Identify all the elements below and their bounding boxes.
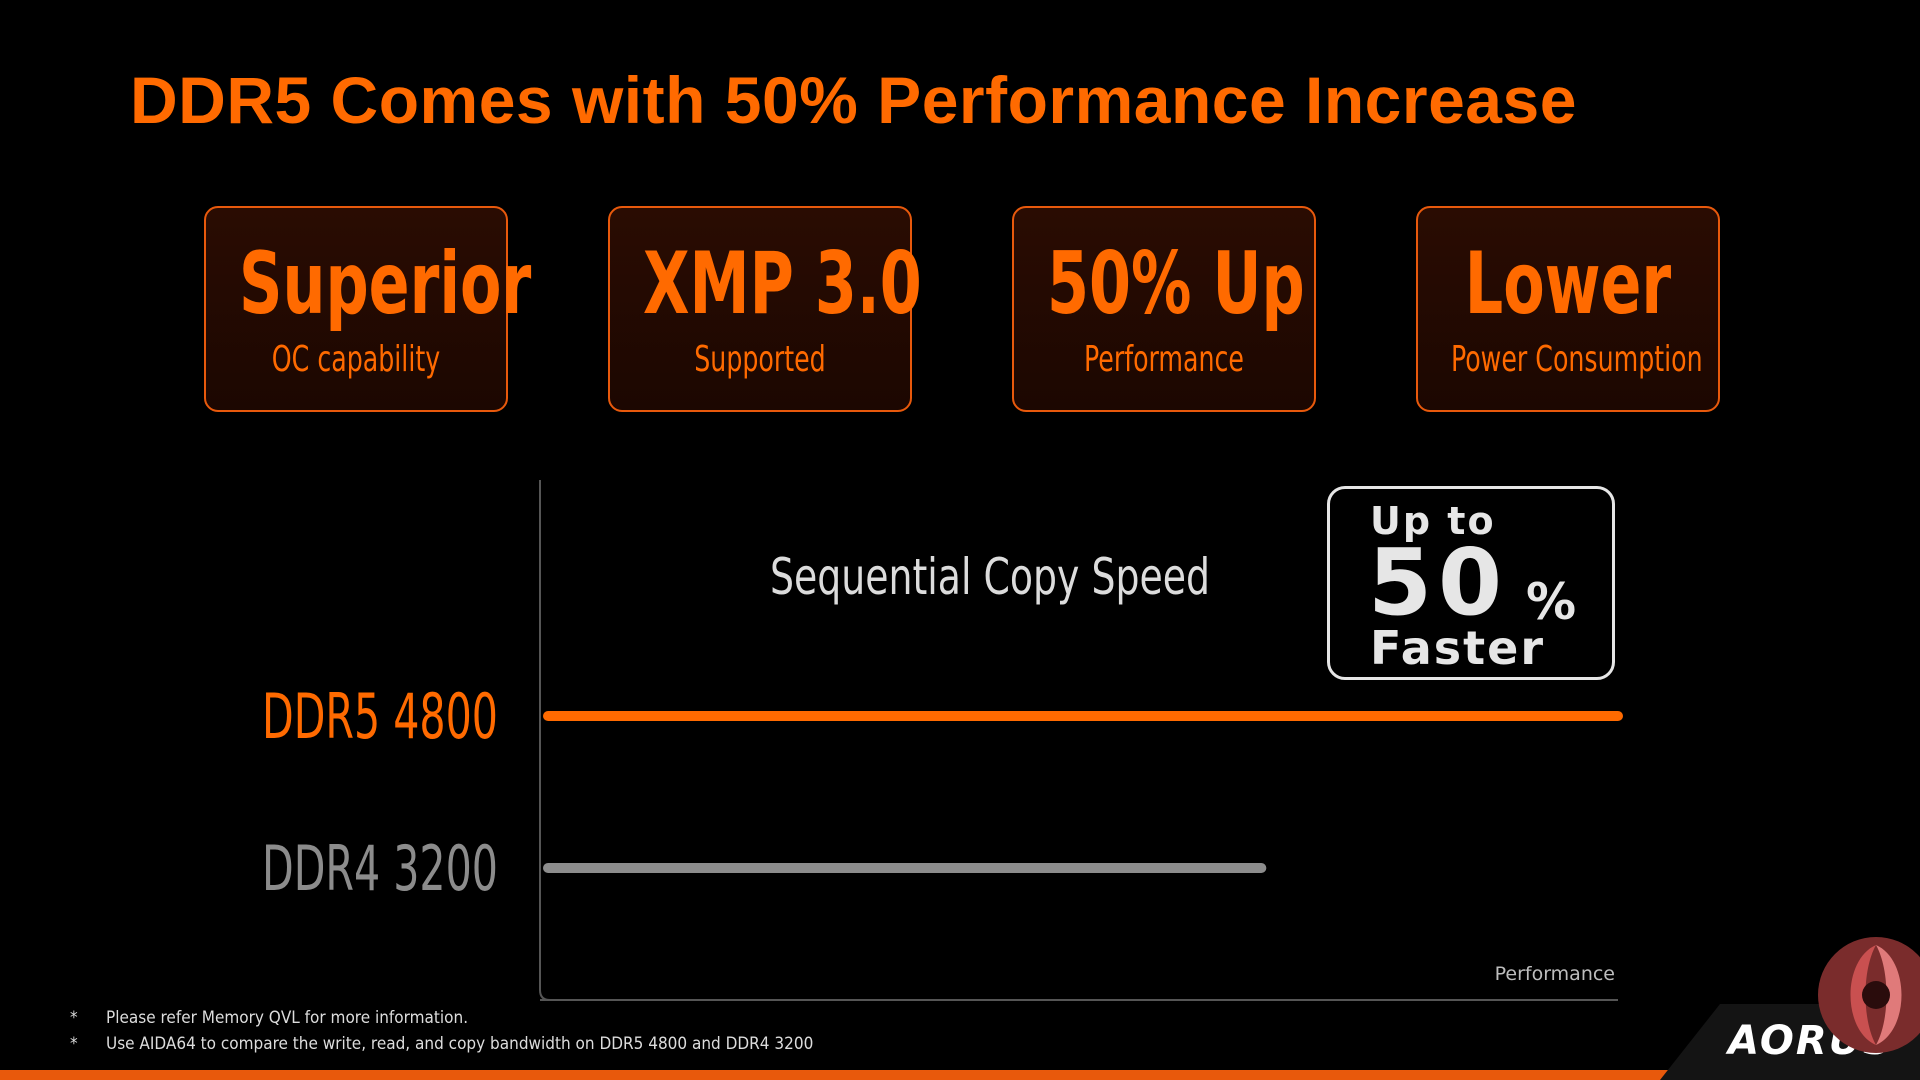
category-label: DDR5 4800 <box>262 680 498 753</box>
footnote-text: Use AIDA64 to compare the write, read, a… <box>106 1034 814 1054</box>
badge-number: 50 <box>1368 529 1509 636</box>
feature-card-xmp: XMP 3.0 Supported <box>608 206 922 412</box>
badge-line-1: Up to <box>1370 499 1496 543</box>
footnote-1: * Please refer Memory QVL for more inform… <box>70 1008 468 1028</box>
badge-percent-sign: % <box>1526 573 1577 631</box>
feature-card-caption: Power Consumption <box>1451 339 1703 380</box>
feature-card-caption: Performance <box>1084 339 1244 380</box>
badge-line-3: Faster <box>1370 621 1546 675</box>
slide-title: DDR5 Comes with 50% Performance Increase <box>130 63 1577 137</box>
feature-card-heading: Lower <box>1464 234 1672 334</box>
footnote-marker: * <box>70 1034 78 1054</box>
x-axis-label: Performance <box>1495 963 1615 985</box>
footnote-text: Please refer Memory QVL for more informa… <box>106 1008 469 1028</box>
feature-card-caption: Supported <box>694 339 826 380</box>
feature-card-heading: XMP 3.0 <box>643 234 922 334</box>
category-label: DDR4 3200 <box>262 832 498 905</box>
feature-card-power: Lower Power Consumption <box>1416 206 1720 412</box>
feature-card-performance: 50% Up Performance <box>1012 206 1316 412</box>
bottom-accent-strip <box>0 1070 1920 1080</box>
feature-card-caption: OC capability <box>271 339 441 380</box>
feature-card-heading: 50% Up <box>1047 234 1305 334</box>
footnote-2: * Use AIDA64 to compare the write, read, … <box>70 1034 813 1054</box>
chart-title: Sequential Copy Speed <box>770 548 1210 606</box>
axis-corner <box>539 989 551 1001</box>
footnote-marker: * <box>70 1008 78 1028</box>
feature-card-oc: Superior OC capability <box>204 206 531 412</box>
faster-badge: Up to 50 % Faster <box>1327 486 1615 680</box>
watermark-emblem-icon <box>1818 937 1920 1053</box>
